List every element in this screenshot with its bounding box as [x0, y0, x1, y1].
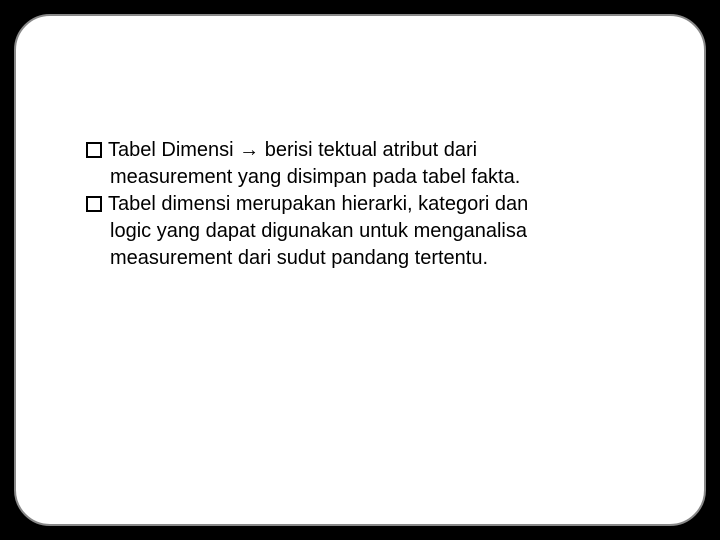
bullet-continuation: measurement dari sudut pandang tertentu. [110, 246, 656, 271]
bullet-tail: berisi tektual atribut dari [259, 139, 477, 161]
square-bullet-icon [86, 142, 102, 158]
bullet-text: Tabel Dimensi → berisi tektual atribut d… [108, 138, 656, 163]
bullet-item: Tabel dimensi merupakan hierarki, katego… [86, 192, 656, 217]
bullet-item: Tabel Dimensi → berisi tektual atribut d… [86, 138, 656, 163]
bullet-text: Tabel dimensi merupakan hierarki, katego… [108, 192, 656, 217]
arrow-icon: → [239, 139, 259, 161]
bullet-continuation: logic yang dapat digunakan untuk mengana… [110, 219, 656, 244]
bullet-lead: Tabel Dimensi [108, 139, 239, 161]
square-bullet-icon [86, 196, 102, 212]
slide-content: Tabel Dimensi → berisi tektual atribut d… [86, 138, 656, 273]
bullet-continuation: measurement yang disimpan pada tabel fak… [110, 165, 656, 190]
slide-frame: Tabel Dimensi → berisi tektual atribut d… [14, 14, 706, 526]
